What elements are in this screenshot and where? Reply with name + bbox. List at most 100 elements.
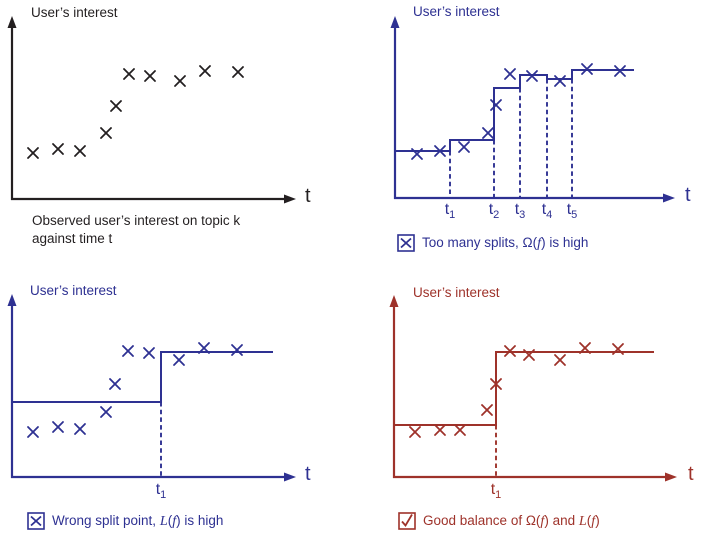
data-point-x-mark [52, 143, 64, 155]
panel-caption-observed: Observed user’s interest on topic k agai… [32, 212, 240, 248]
data-point-x-mark [109, 378, 121, 390]
panel-wrong-split-point-graphics [7, 294, 296, 482]
split-label-t1: t1 [444, 201, 456, 222]
data-point-x-mark [454, 424, 466, 436]
caption-segment: Ω( [522, 234, 538, 250]
caption-segment: ) is high [176, 512, 224, 528]
caption-line: against time t [32, 231, 113, 246]
caption-segment: f [540, 512, 545, 529]
caption-line: Observed user’s interest on topic k [32, 213, 241, 228]
data-point-x-mark [123, 68, 135, 80]
panel-caption-good-balance: Good balance of Ω(f) and L(f) [398, 512, 600, 530]
caption-segment: Good balance of [423, 512, 526, 528]
data-point-x-mark [581, 63, 593, 75]
caption-segment: f [172, 512, 177, 529]
data-point-x-mark [100, 127, 112, 139]
data-point-x-mark [122, 345, 134, 357]
caption-segment: ) and [544, 512, 579, 528]
step-function-line [394, 351, 654, 426]
split-label-t3: t3 [514, 201, 526, 222]
caption-segment: ( [167, 512, 173, 528]
data-point-x-mark [409, 426, 421, 438]
caption-text: Wrong split point, L(f) is high [52, 513, 223, 530]
split-label-t1: t1 [155, 481, 167, 502]
x-axis-label: t [688, 463, 694, 485]
y-axis-arrow [7, 294, 17, 306]
data-point-x-mark [482, 127, 494, 139]
data-point-x-mark [231, 344, 243, 356]
x-axis-arrow [284, 194, 296, 204]
caption-text: Good balance of Ω(f) and L(f) [423, 513, 600, 530]
data-point-x-mark [411, 148, 423, 160]
panel-title-too-many: User’s interest [413, 4, 500, 19]
panel-title-wrong-split: User’s interest [30, 283, 117, 298]
data-point-x-mark [52, 421, 64, 433]
data-point-x-mark [198, 342, 210, 354]
x-box-icon [397, 234, 415, 252]
data-point-x-mark [144, 70, 156, 82]
x-axis-label: t [305, 463, 311, 485]
data-point-x-mark [490, 99, 502, 111]
check-box-icon [398, 512, 416, 530]
panel-title-good-balance: User’s interest [413, 285, 500, 300]
x-axis-arrow [663, 193, 675, 203]
y-axis-arrow [7, 16, 17, 28]
data-point-x-mark [614, 65, 626, 77]
data-point-x-mark [504, 68, 516, 80]
y-axis-arrow [389, 295, 399, 307]
step-function-line [395, 69, 634, 152]
data-point-x-mark [458, 141, 470, 153]
data-point-x-mark [490, 378, 502, 390]
panel-caption-wrong-split: Wrong split point, L(f) is high [27, 512, 223, 530]
data-point-x-mark [74, 145, 86, 157]
x-axis-label: t [685, 184, 691, 206]
data-point-x-mark [554, 75, 566, 87]
caption-segment: ( [586, 512, 592, 528]
caption-segment: ) is high [541, 234, 589, 250]
data-point-x-mark [100, 406, 112, 418]
x-box-icon [27, 512, 45, 530]
data-point-x-mark [173, 354, 185, 366]
caption-segment: L [159, 512, 168, 529]
data-point-x-mark [232, 66, 244, 78]
split-label-t5: t5 [566, 201, 578, 222]
data-point-x-mark [110, 100, 122, 112]
data-point-x-mark [434, 145, 446, 157]
panel-caption-too-many: Too many splits, Ω(f) is high [397, 234, 588, 252]
panel-good-balance-graphics [389, 295, 677, 482]
step-function-line [12, 351, 273, 403]
data-point-x-mark [554, 354, 566, 366]
data-point-x-mark [523, 349, 535, 361]
split-label-t2: t2 [488, 201, 500, 222]
data-point-x-mark [143, 347, 155, 359]
caption-segment: f [537, 234, 542, 251]
data-point-x-mark [27, 147, 39, 159]
y-axis-arrow [390, 16, 400, 28]
data-point-x-mark [612, 343, 624, 355]
data-point-x-mark [74, 423, 86, 435]
panel-title-observed: User’s interest [31, 5, 118, 20]
data-point-x-mark [27, 426, 39, 438]
caption-segment: Wrong split point, [52, 512, 160, 528]
split-label-t4: t4 [541, 201, 553, 222]
data-point-x-mark [579, 342, 591, 354]
x-axis-label: t [305, 185, 311, 207]
caption-text: Too many splits, Ω(f) is high [422, 235, 588, 252]
data-point-x-mark [174, 75, 186, 87]
data-point-x-mark [199, 65, 211, 77]
data-point-x-mark [481, 404, 493, 416]
x-axis-arrow [284, 472, 296, 482]
caption-segment: ) [595, 512, 600, 528]
panel-too-many-splits-graphics [390, 16, 675, 203]
data-point-x-mark [526, 70, 538, 82]
data-point-x-mark [434, 424, 446, 436]
split-label-t1: t1 [490, 481, 502, 502]
panel-observed-data-graphics [7, 16, 296, 204]
x-axis-arrow [665, 472, 677, 482]
caption-segment: L [578, 512, 587, 529]
caption-segment: f [591, 512, 596, 529]
data-point-x-mark [504, 345, 516, 357]
caption-segment: Too many splits, [422, 234, 523, 250]
